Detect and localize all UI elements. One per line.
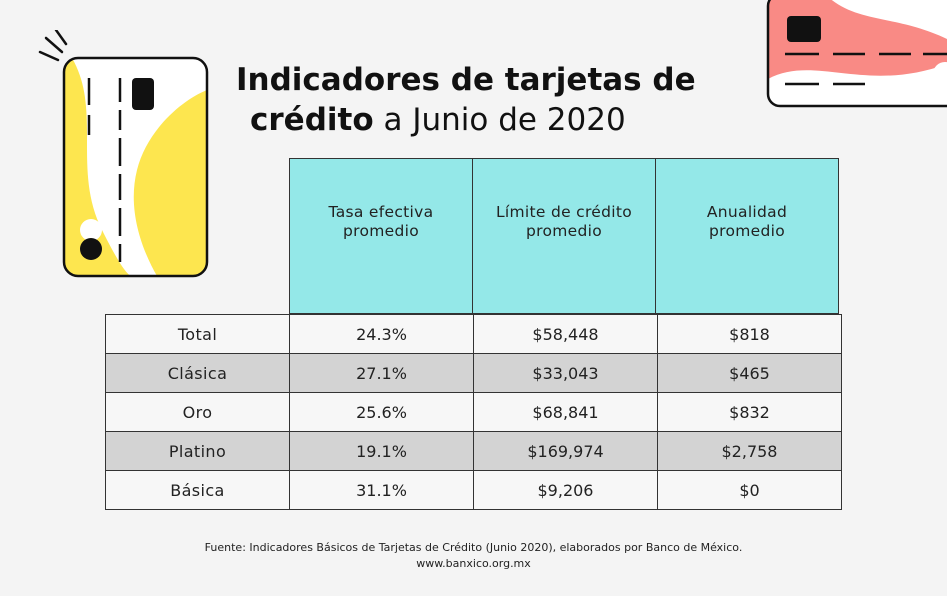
row-label: Total (105, 314, 290, 354)
cell-limite: $68,841 (473, 392, 658, 432)
cell-tasa: 19.1% (289, 431, 474, 471)
cell-limite: $33,043 (473, 353, 658, 393)
cell-limite: $9,206 (473, 470, 658, 510)
table-row: Básica 31.1% $9,206 $0 (105, 470, 842, 510)
table-row: Platino 19.1% $169,974 $2,758 (105, 431, 842, 471)
title-rest: a Junio de 2020 (373, 102, 626, 138)
cell-anualidad: $832 (657, 392, 842, 432)
row-label: Oro (105, 392, 290, 432)
source-url: www.banxico.org.mx (416, 557, 531, 570)
cell-tasa: 25.6% (289, 392, 474, 432)
cell-anualidad: $465 (657, 353, 842, 393)
title-line-2: crédito a Junio de 2020 (236, 100, 696, 140)
title-line-1: Indicadores de tarjetas de (236, 62, 696, 98)
source-text: Fuente: Indicadores Básicos de Tarjetas … (204, 541, 743, 554)
cell-tasa: 24.3% (289, 314, 474, 354)
row-label: Platino (105, 431, 290, 471)
header-limite: Límite de crédito promedio (472, 158, 656, 314)
row-label: Clásica (105, 353, 290, 393)
table-row: Clásica 27.1% $33,043 $465 (105, 353, 842, 393)
source-footer: Fuente: Indicadores Básicos de Tarjetas … (0, 540, 947, 572)
cell-limite: $169,974 (473, 431, 658, 471)
cell-tasa: 31.1% (289, 470, 474, 510)
cell-anualidad: $2,758 (657, 431, 842, 471)
table-header-row: Tasa efectiva promedio Límite de crédito… (289, 158, 839, 314)
table-row: Oro 25.6% $68,841 $832 (105, 392, 842, 432)
table-row: Total 24.3% $58,448 $818 (105, 314, 842, 354)
header-anualidad: Anualidad promedio (655, 158, 839, 314)
title-bold-word: crédito (250, 102, 374, 138)
header-tasa: Tasa efectiva promedio (289, 158, 473, 314)
credit-card-pink-icon (765, 0, 947, 116)
cell-limite: $58,448 (473, 314, 658, 354)
row-label: Básica (105, 470, 290, 510)
cell-anualidad: $818 (657, 314, 842, 354)
indicators-table: Total 24.3% $58,448 $818 Clásica 27.1% $… (105, 314, 842, 510)
cell-tasa: 27.1% (289, 353, 474, 393)
page-title: Indicadores de tarjetas de crédito a Jun… (236, 60, 696, 140)
cell-anualidad: $0 (657, 470, 842, 510)
credit-card-yellow-icon (32, 28, 214, 286)
